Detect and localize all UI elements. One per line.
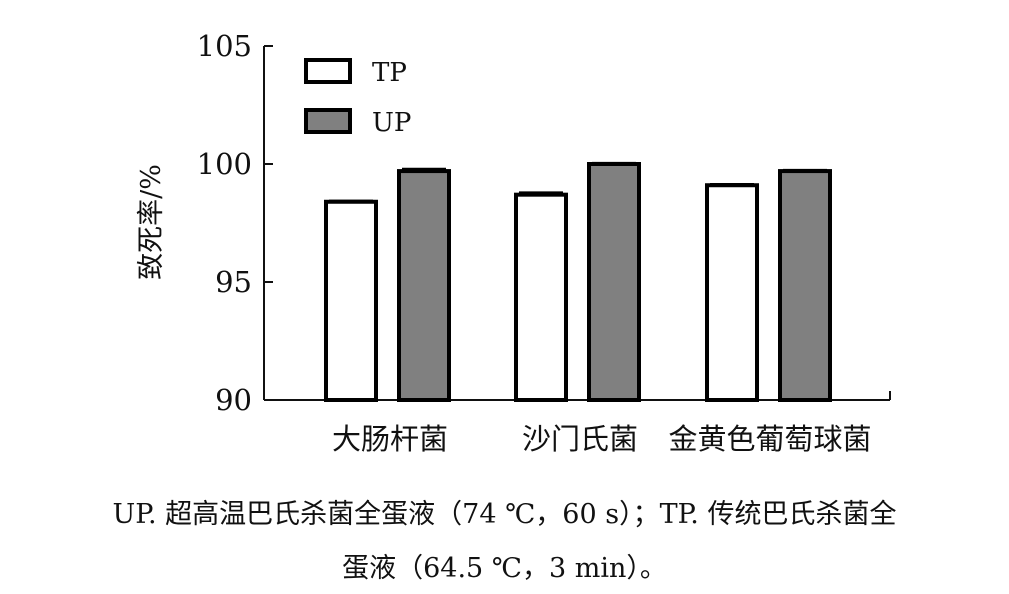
- chart: 90 95 100 105 致死率/% 大肠杆菌 沙门氏菌 金黄色葡萄球菌 TP UP: [136, 29, 891, 456]
- y-tick-label: 105: [197, 29, 252, 63]
- x-category-label: 沙门氏菌: [522, 422, 638, 456]
- x-category-label: 金黄色葡萄球菌: [668, 422, 871, 456]
- figure-caption-line-1: UP. 超高温巴氏杀菌全蛋液（74 ℃，60 s）；TP. 传统巴氏杀菌全: [112, 499, 897, 530]
- figure-caption-line-2: 蛋液（64.5 ℃，3 min）。: [342, 553, 667, 584]
- legend-label-up: UP: [372, 108, 411, 138]
- bar-tp-2: [514, 192, 568, 402]
- y-axis-label: 致死率/%: [136, 164, 167, 280]
- y-tick-label: 95: [215, 265, 252, 299]
- bar-tp-1: [324, 199, 378, 402]
- legend-swatch-up: [304, 108, 352, 134]
- bar-up-1: [397, 169, 451, 402]
- y-tick-label: 100: [197, 147, 252, 181]
- x-category-label: 大肠杆菌: [332, 422, 448, 456]
- bar-tp-3: [705, 183, 759, 402]
- legend-label-tp: TP: [372, 58, 407, 88]
- bar-up-2: [587, 162, 641, 402]
- legend-swatch-tp: [304, 58, 352, 84]
- y-tick-label: 90: [215, 383, 252, 417]
- bar-up-3: [778, 169, 832, 402]
